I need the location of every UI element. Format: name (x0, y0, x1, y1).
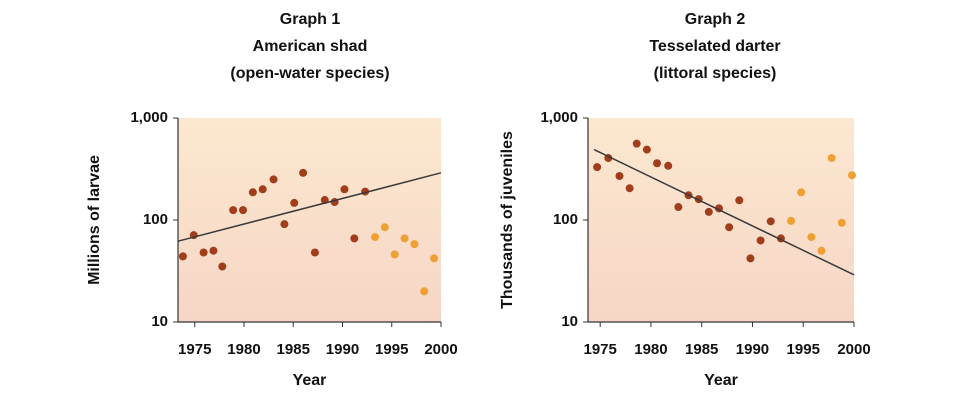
trend-line (177, 172, 442, 242)
x-tick-label: 1980 (634, 341, 667, 358)
y-tick-label: 10 (151, 313, 168, 330)
data-point (593, 163, 602, 172)
data-point (420, 287, 429, 296)
data-point (725, 223, 734, 232)
data-point (735, 196, 744, 205)
trend-line (593, 148, 855, 276)
data-point (280, 220, 289, 229)
data-point (410, 240, 419, 249)
x-tick-label: 1975 (178, 341, 211, 358)
x-tick-label: 1985 (685, 341, 718, 358)
data-point (797, 188, 806, 197)
chart-subtitle: (open-water species) (230, 65, 389, 82)
data-point (199, 248, 208, 257)
x-tick-label: 1995 (375, 341, 408, 358)
data-point (218, 262, 227, 271)
data-point (290, 198, 299, 207)
y-tick-label: 10 (561, 313, 578, 330)
chart-subtitle: American shad (253, 38, 368, 55)
data-point (258, 185, 267, 194)
data-point (653, 159, 662, 168)
data-point (299, 168, 308, 177)
x-axis-label: Year (293, 372, 327, 389)
x-tick-label: 1975 (583, 341, 616, 358)
chart-title: Graph 1 (280, 11, 341, 28)
x-tick-label: 1995 (787, 341, 820, 358)
data-point (674, 203, 683, 212)
x-tick-label: 1985 (277, 341, 310, 358)
plot-background (178, 118, 441, 322)
x-tick-label: 2000 (424, 341, 457, 358)
x-tick-label: 1980 (227, 341, 260, 358)
data-point (178, 252, 187, 261)
data-point (625, 184, 634, 193)
data-point (807, 233, 816, 242)
data-point (746, 254, 755, 263)
data-point (229, 206, 238, 215)
y-tick-label: 100 (143, 211, 168, 228)
x-tick-label: 1990 (736, 341, 769, 358)
data-point (380, 223, 389, 232)
y-tick-label: 1,000 (540, 109, 578, 126)
data-point (615, 172, 624, 181)
y-tick-label: 100 (553, 211, 578, 228)
data-point (847, 171, 856, 180)
data-point (310, 248, 319, 257)
data-point (248, 188, 257, 197)
data-point (430, 254, 439, 263)
chart-subtitle: (littoral species) (654, 65, 777, 82)
data-point (390, 250, 399, 259)
data-point (209, 246, 218, 255)
y-axis-label: Millions of larvae (86, 155, 103, 285)
data-point (664, 161, 673, 170)
y-axis-label: Thousands of juveniles (499, 131, 516, 309)
data-point (827, 154, 836, 163)
data-point (817, 246, 826, 255)
data-point (269, 175, 278, 184)
data-point (400, 234, 409, 243)
data-point (239, 206, 248, 215)
x-tick-label: 2000 (837, 341, 870, 358)
data-point (704, 207, 713, 216)
data-point (787, 216, 796, 225)
chart-subtitle: Tesselated darter (649, 38, 780, 55)
plot-background (588, 118, 854, 322)
data-point (837, 218, 846, 227)
data-point (756, 236, 765, 245)
x-axis-label: Year (704, 372, 738, 389)
y-tick-label: 1,000 (130, 109, 168, 126)
data-point (766, 217, 775, 226)
x-tick-label: 1990 (326, 341, 359, 358)
data-point (371, 233, 380, 242)
chart-title: Graph 2 (685, 11, 746, 28)
data-point (350, 234, 359, 243)
data-point (632, 139, 641, 148)
data-point (642, 145, 651, 154)
data-point (340, 185, 349, 194)
